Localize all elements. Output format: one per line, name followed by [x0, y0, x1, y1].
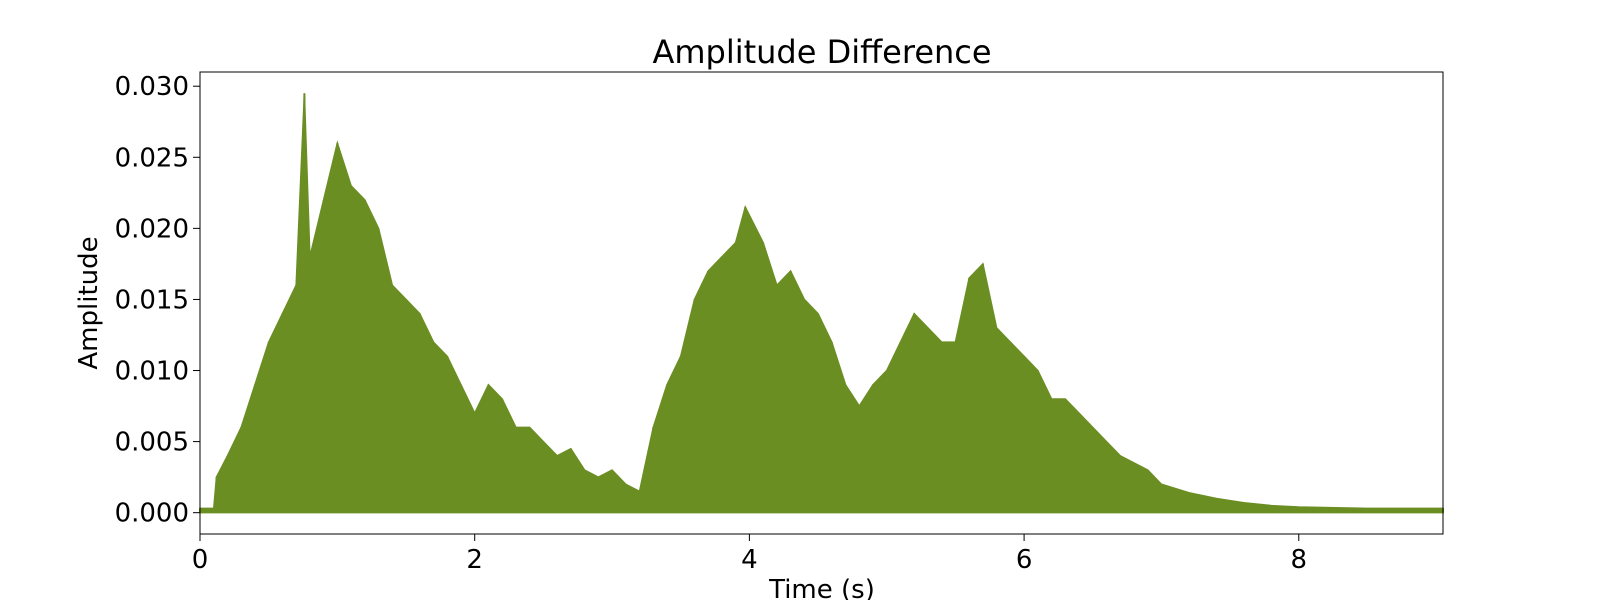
chart-title: Amplitude Difference [652, 33, 991, 71]
x-tick-label: 4 [741, 545, 758, 575]
axes-frame [199, 71, 1444, 535]
x-tick-label: 8 [1291, 545, 1308, 575]
x-axis: 0 2 4 6 8 [192, 534, 1307, 575]
y-tick-label: 0.025 [115, 143, 189, 173]
y-axis: 0.000 0.005 0.010 0.015 0.020 0.025 0.030 [115, 72, 200, 529]
x-tick-label: 0 [192, 545, 209, 575]
x-axis-label: Time (s) [768, 575, 875, 600]
y-tick-label: 0.000 [115, 499, 189, 529]
waveform-area [199, 93, 1444, 514]
y-tick-label: 0.030 [115, 72, 189, 102]
y-tick-label: 0.015 [115, 285, 189, 315]
y-axis-label: Amplitude [74, 236, 104, 369]
x-tick-label: 6 [1016, 545, 1033, 575]
plot-content [199, 93, 1444, 514]
x-tick-label: 2 [466, 545, 483, 575]
y-tick-label: 0.010 [115, 357, 189, 387]
y-tick-label: 0.020 [115, 214, 189, 244]
y-tick-label: 0.005 [115, 428, 189, 458]
